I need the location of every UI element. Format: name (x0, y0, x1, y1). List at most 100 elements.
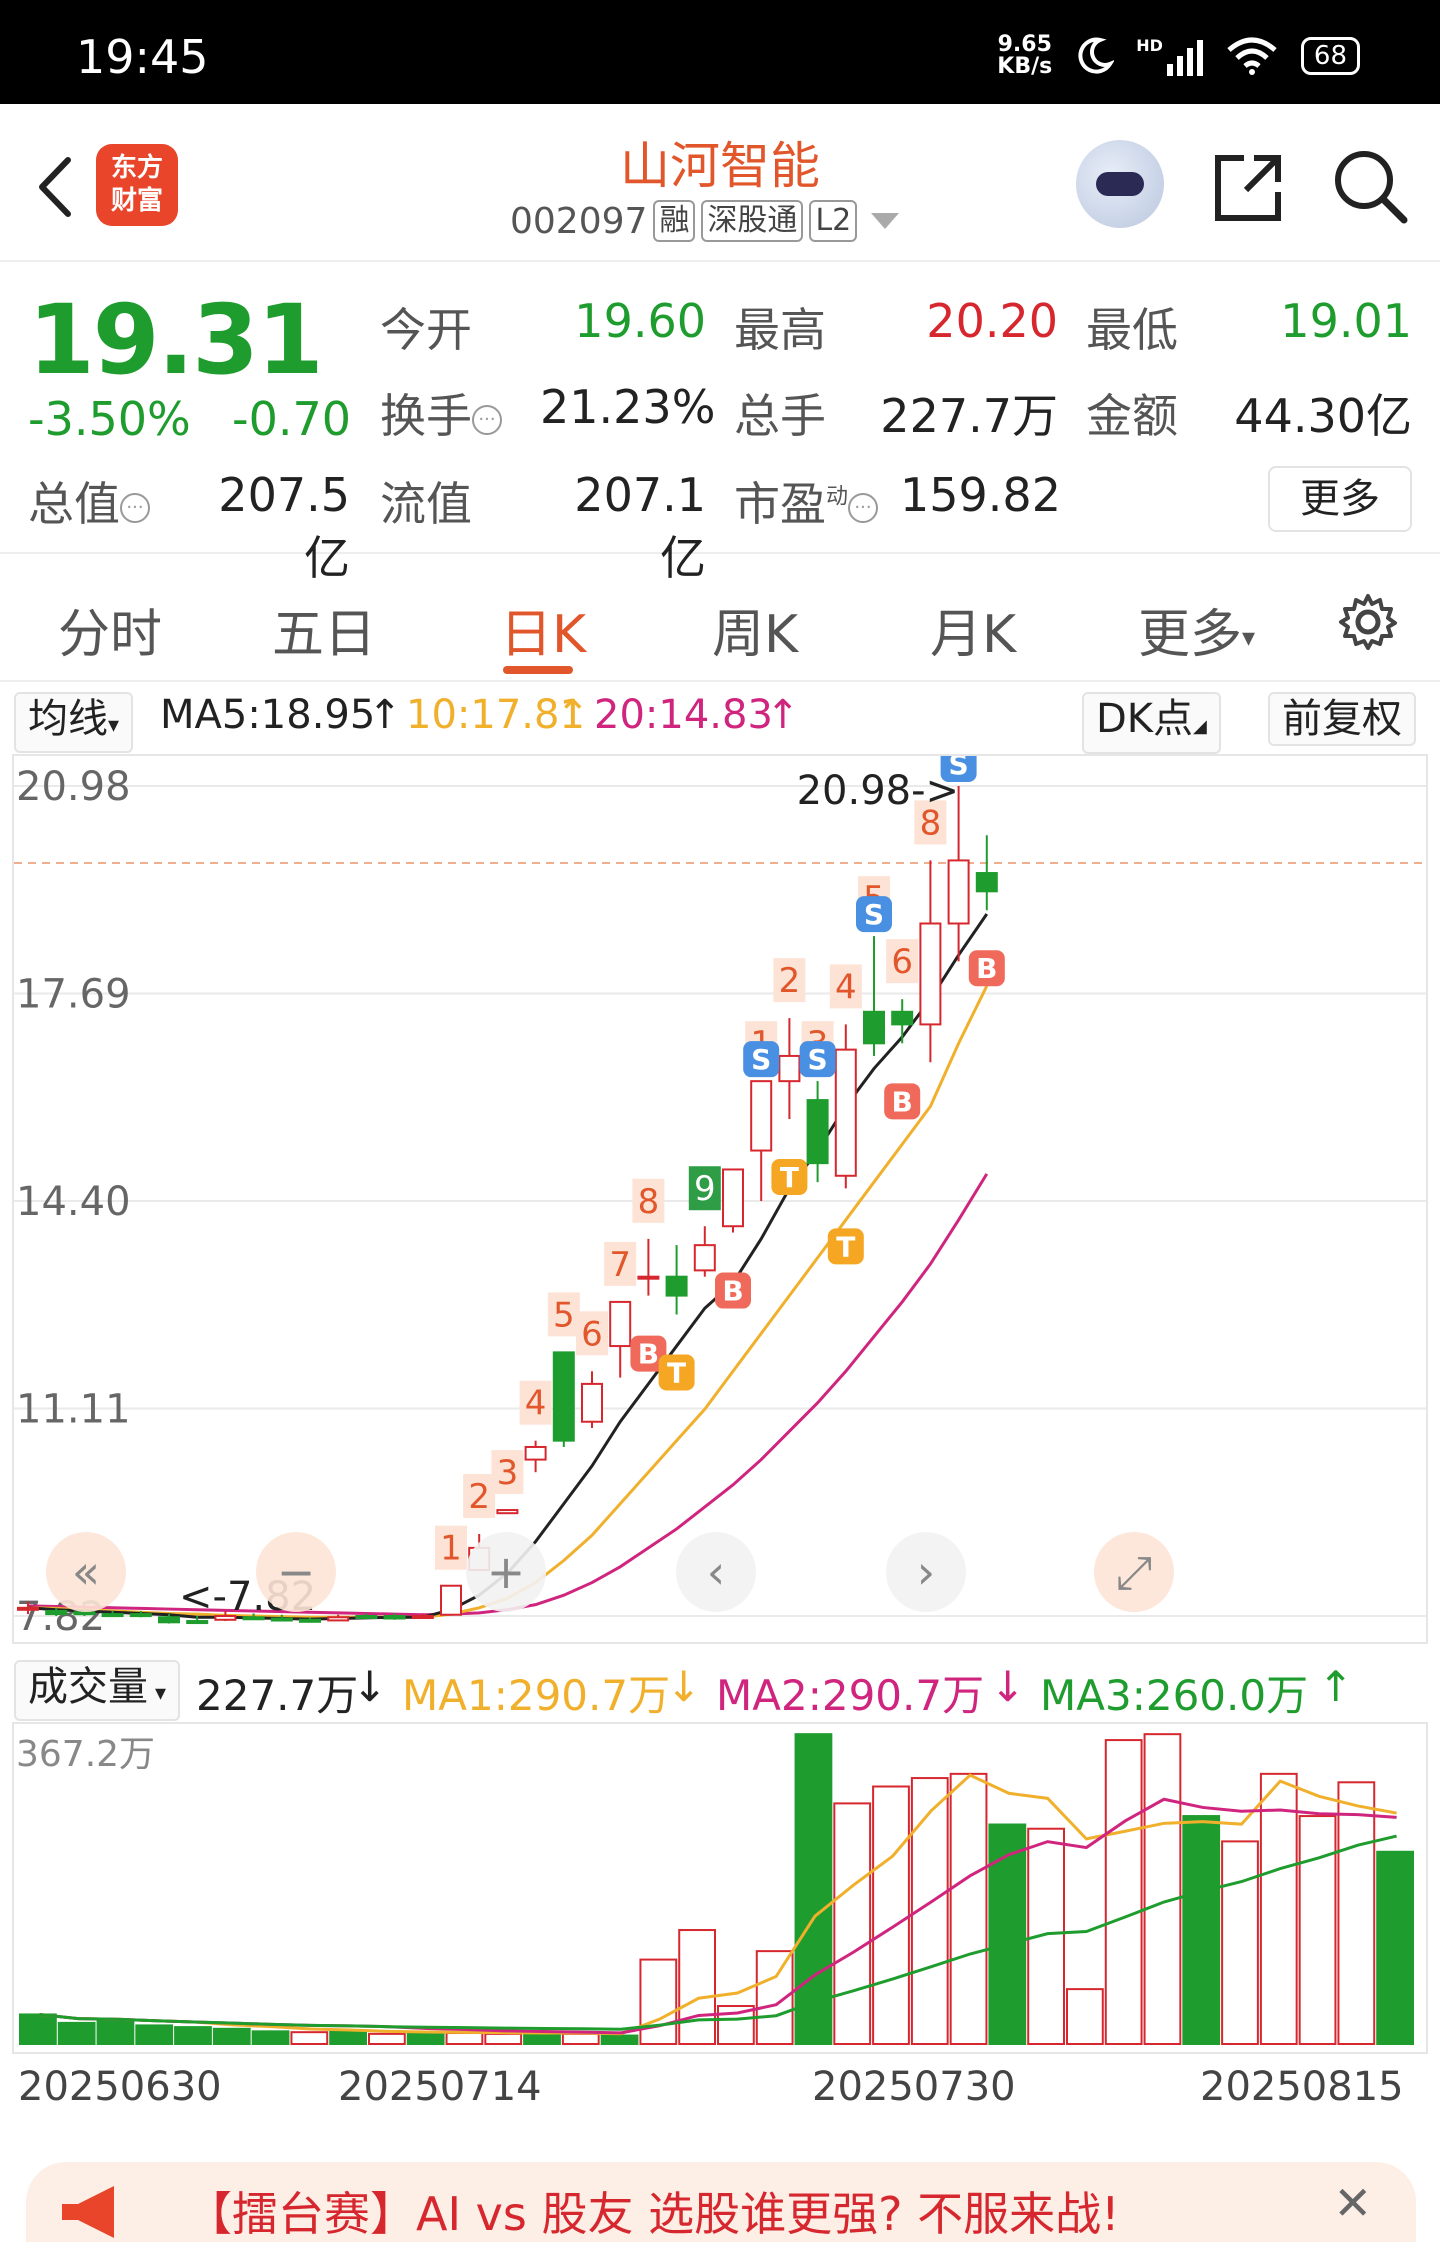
candle (186, 1616, 209, 1625)
scroll-right-button[interactable]: › (886, 1532, 966, 1612)
down-arrow-icon: ↓ (352, 1662, 388, 1711)
kline-svg[interactable]: 20.9817.6914.4011.117.821234567891234567… (14, 756, 1426, 1642)
vol-ma3: MA3:260.0万 (1040, 1671, 1309, 1720)
tab-five-day[interactable]: 五日 (272, 605, 377, 665)
volume-selector[interactable]: 成交量 ▾ (14, 1660, 181, 1721)
fullscreen-button-icon[interactable]: ⤢ (1116, 1545, 1153, 1599)
candle-body (806, 1099, 829, 1165)
candle-body (637, 1275, 660, 1280)
gear-icon[interactable] (1338, 592, 1398, 652)
wifi-icon (1227, 37, 1277, 75)
turnover-value: 21.23% (540, 380, 716, 434)
tab-monthly-k[interactable]: 月K (930, 605, 1017, 665)
amount-label: 金额 (1086, 389, 1178, 443)
scroll-right-button-bg[interactable] (886, 1532, 966, 1612)
volume-bar (329, 2029, 368, 2045)
info-icon[interactable]: ··· (472, 404, 502, 435)
scroll-left-button-icon[interactable]: ‹ (707, 1545, 725, 1599)
candle-body (411, 1615, 434, 1619)
signal-marker-bg (771, 1159, 808, 1196)
ai-assistant-icon[interactable] (1076, 140, 1164, 228)
zoom-out-button-icon[interactable]: − (277, 1545, 316, 1599)
volume-svg[interactable]: 367.2万 (14, 1724, 1426, 2052)
signal-marker-text: S (751, 1043, 771, 1076)
tab-weekly-k[interactable]: 周K (712, 605, 799, 665)
signal-marker-text: S (864, 898, 884, 931)
vol-ma3-line (39, 1834, 1397, 2031)
volume-value: 227.7万 (196, 1671, 359, 1720)
ma-selector[interactable]: 均线▾ (14, 692, 134, 753)
signal-label-text: 9 (694, 1169, 716, 1209)
volume-chart[interactable]: 367.2万 (12, 1722, 1428, 2054)
search-icon[interactable] (1330, 146, 1410, 226)
stock-subtitle[interactable]: 002097 融 深股通 L2 (510, 200, 900, 242)
candle-body (214, 1615, 237, 1621)
share-icon[interactable] (1210, 150, 1286, 226)
tab-more[interactable]: 更多▾ (1138, 605, 1256, 665)
candle (45, 1607, 68, 1616)
scroll-left-fast-button-bg[interactable] (46, 1532, 126, 1612)
signal-label-bg (829, 964, 862, 1009)
candle-body (496, 1509, 519, 1515)
scroll-left-button-bg[interactable] (676, 1532, 756, 1612)
candle-body (665, 1275, 688, 1297)
caret-down-icon: ▾ (1242, 623, 1256, 653)
info-icon[interactable]: ··· (848, 492, 879, 523)
candle (722, 1168, 744, 1233)
signal-marker: T (771, 1159, 808, 1196)
tab-intraday[interactable]: 分时 (58, 605, 163, 665)
zoom-in-button-bg[interactable] (466, 1532, 546, 1612)
mktcap-value: 207.5亿 (218, 468, 350, 585)
candle (919, 860, 942, 1063)
candle (496, 1509, 519, 1515)
date-label: 20250714 (338, 2064, 542, 2110)
signal-label-bg (435, 1525, 467, 1570)
volume-bar (1298, 1815, 1337, 2045)
volume-axis-label: 367.2万 (16, 1734, 155, 1775)
zoom-in-button[interactable]: + (466, 1532, 546, 1612)
kline-chart[interactable]: 20.9817.6914.4011.117.821234567891234567… (12, 754, 1428, 1644)
ad-banner[interactable]: 【擂台赛】AI vs 股友 选股谁更强? 不服来战! ✕ (26, 2162, 1416, 2242)
date-label: 20250730 (812, 2064, 1016, 2110)
adjust-mode-button[interactable]: 前复权 (1268, 692, 1416, 746)
header: 东方 财富 山河智能 002097 融 深股通 L2 (0, 104, 1440, 262)
volume-bar (1182, 1815, 1221, 2045)
zoom-out-button[interactable]: − (256, 1532, 336, 1612)
signal-label-text: 8 (920, 803, 942, 843)
signal-label-text: 7 (609, 1245, 631, 1285)
signal-marker: B (630, 1335, 667, 1372)
signal-marker-bg (884, 1083, 921, 1120)
candle (975, 835, 998, 911)
app-logo[interactable]: 东方 财富 (96, 144, 178, 226)
scroll-left-fast-button-icon[interactable]: « (72, 1545, 100, 1599)
date-label: 20250815 (1200, 2064, 1404, 2110)
volume-bar (639, 1958, 678, 2046)
scroll-right-button-icon[interactable]: › (917, 1545, 935, 1599)
scroll-left-button[interactable]: ‹ (676, 1532, 756, 1612)
signal-label: 8 (914, 800, 947, 845)
info-icon[interactable]: ··· (120, 492, 150, 523)
volume-bar (290, 2031, 329, 2045)
signal-label-bg (519, 1380, 552, 1425)
fullscreen-button[interactable]: ⤢ (1094, 1532, 1174, 1612)
fullscreen-button-bg[interactable] (1094, 1532, 1174, 1612)
more-button[interactable]: 更多 (1268, 466, 1412, 532)
volume-bar (484, 2032, 523, 2046)
tab-daily-k[interactable]: 日K (500, 605, 587, 665)
signal-marker: T (658, 1354, 695, 1391)
signal-marker-text: S (949, 756, 969, 781)
y-tick-label: 20.98 (16, 764, 131, 810)
signal-marker: S (856, 896, 892, 933)
zoom-in-button-icon[interactable]: + (487, 1545, 526, 1599)
dk-point-button[interactable]: DK点◢ (1082, 692, 1221, 754)
candle (552, 1351, 575, 1447)
scroll-left-fast-button[interactable]: « (46, 1532, 126, 1612)
candle (214, 1610, 237, 1622)
chevron-down-icon (871, 213, 900, 229)
status-time: 19:45 (76, 30, 209, 84)
zoom-out-button-bg[interactable] (256, 1532, 336, 1612)
signal-label: 6 (576, 1311, 608, 1356)
back-arrow-icon[interactable] (28, 152, 88, 222)
mktcap-label: 总值 ··· (28, 468, 150, 534)
close-icon[interactable]: ✕ (1333, 2176, 1372, 2230)
